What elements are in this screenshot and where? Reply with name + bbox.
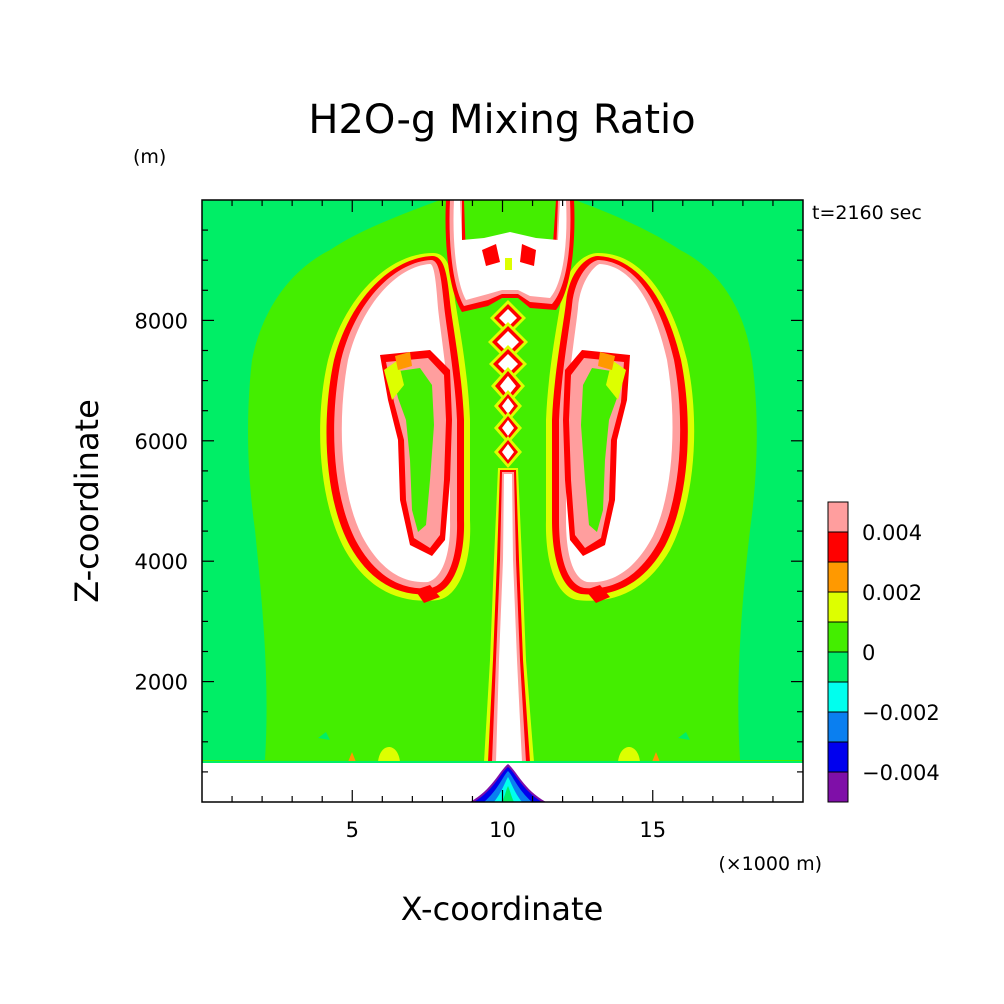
right-cloud-arm bbox=[545, 253, 695, 603]
y-axis-label: Z-coordinate bbox=[68, 399, 106, 603]
colorbar-label: 0.004 bbox=[862, 521, 922, 545]
y-unit-label: (m) bbox=[133, 146, 166, 168]
colorbar-swatch bbox=[827, 651, 849, 683]
colorbar-swatch bbox=[827, 621, 849, 653]
colorbar-swatch bbox=[827, 681, 849, 713]
time-label: t=2160 sec bbox=[812, 202, 922, 224]
colorbar-label: 0.002 bbox=[862, 581, 922, 605]
colorbar-label: −0.002 bbox=[862, 701, 940, 725]
right-ambient-band bbox=[575, 200, 803, 760]
x-axis-label: X-coordinate bbox=[401, 890, 604, 928]
colorbar-swatch bbox=[827, 501, 849, 533]
plot-area bbox=[202, 200, 803, 802]
colorbar-label: −0.004 bbox=[862, 761, 940, 785]
y-tick-labels: 2000 4000 6000 8000 bbox=[135, 309, 188, 694]
colorbar-swatch bbox=[827, 591, 849, 623]
colorbar-swatch bbox=[827, 561, 849, 593]
central-column bbox=[484, 300, 534, 762]
left-cloud-arm bbox=[320, 253, 471, 603]
surface-minimum bbox=[470, 764, 546, 802]
y-tick-label: 8000 bbox=[135, 309, 188, 333]
colorbar-swatch bbox=[827, 531, 849, 563]
colorbar-labels: −0.004 −0.002 0 0.002 0.004 bbox=[862, 521, 940, 785]
colorbar bbox=[827, 501, 849, 803]
chart-title: H2O-g Mixing Ratio bbox=[308, 97, 695, 143]
y-tick-label: 2000 bbox=[135, 671, 188, 695]
x-tick-labels: 5 10 15 bbox=[346, 818, 667, 842]
x-tick-label: 15 bbox=[639, 818, 666, 842]
x-tick-label: 5 bbox=[346, 818, 359, 842]
left-ambient-band bbox=[202, 200, 440, 760]
y-tick-label: 6000 bbox=[135, 430, 188, 454]
x-unit-label: (×1000 m) bbox=[718, 853, 822, 875]
upper-plume bbox=[445, 200, 575, 312]
y-tick-label: 4000 bbox=[135, 550, 188, 574]
colorbar-swatch bbox=[827, 771, 849, 803]
surface-blips bbox=[318, 732, 690, 762]
colorbar-swatch bbox=[827, 741, 849, 773]
colorbar-label: 0 bbox=[862, 641, 875, 665]
axis-ticks bbox=[202, 200, 803, 802]
colorbar-swatch bbox=[827, 711, 849, 743]
x-tick-label: 10 bbox=[489, 818, 516, 842]
